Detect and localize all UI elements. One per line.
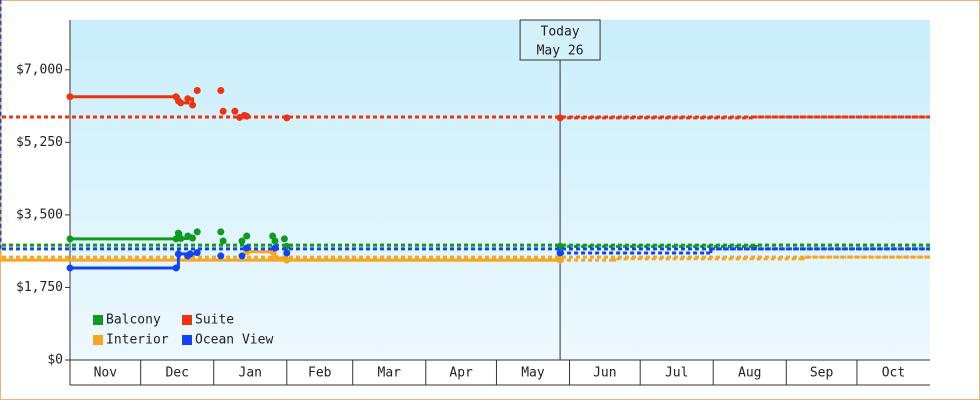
y-tick-label: $7,000 [16, 62, 63, 77]
today-box [519, 19, 601, 61]
data-point [219, 107, 227, 115]
x-tick-label: Sep [810, 366, 834, 381]
today-label: May 26 [537, 44, 584, 59]
x-tick-label: Jul [665, 366, 688, 381]
data-point [238, 237, 246, 245]
data-point [172, 264, 180, 272]
x-tick-label: Feb [308, 366, 332, 381]
data-point [193, 249, 201, 257]
data-point [238, 252, 246, 260]
x-tick-label: Nov [94, 366, 118, 381]
x-tick-label: Dec [165, 366, 188, 381]
legend-label: Balcony [106, 313, 161, 328]
data-point [66, 93, 74, 101]
data-point [556, 256, 564, 264]
data-point [556, 114, 564, 122]
legend-label: Ocean View [195, 333, 273, 348]
today-label: Today [541, 25, 580, 40]
x-tick-label: Jan [239, 366, 262, 381]
data-point [217, 228, 225, 236]
data-point [217, 252, 225, 260]
data-point [556, 249, 564, 257]
x-tick-label: Oct [882, 366, 905, 381]
legend-label: Suite [195, 313, 234, 328]
x-tick-label: Jun [593, 366, 616, 381]
data-point [177, 99, 185, 107]
legend-swatch [182, 315, 192, 325]
data-point [174, 250, 182, 258]
data-point [66, 264, 74, 272]
data-point [283, 114, 291, 122]
x-tick-label: May [521, 366, 545, 381]
legend-swatch [93, 315, 103, 325]
y-tick-label: $3,500 [16, 207, 63, 222]
data-point [271, 237, 279, 245]
data-point [271, 254, 279, 262]
legend-swatch [182, 335, 192, 345]
legend-label: Interior [106, 333, 169, 348]
data-point [193, 228, 201, 236]
data-point [177, 235, 185, 243]
x-tick-label: Aug [738, 366, 761, 381]
data-point [219, 237, 227, 245]
plot-area [70, 20, 930, 360]
y-tick-label: $1,750 [16, 280, 63, 295]
y-tick-label: $0 [47, 353, 63, 368]
data-point [271, 244, 279, 252]
data-point [66, 235, 74, 243]
x-tick-label: Apr [449, 366, 473, 381]
data-point [243, 232, 251, 240]
y-tick-label: $5,250 [16, 135, 63, 150]
legend-swatch [93, 335, 103, 345]
data-point [189, 234, 197, 242]
data-point [186, 250, 194, 258]
data-point [243, 112, 251, 120]
data-point [280, 235, 288, 243]
data-point [283, 256, 291, 264]
data-point [193, 86, 201, 94]
x-tick-label: Mar [378, 366, 402, 381]
data-point [174, 229, 182, 237]
data-point [184, 95, 192, 103]
data-point [231, 107, 239, 115]
data-point [189, 101, 197, 109]
x-axis-band [70, 360, 930, 385]
data-point [243, 244, 251, 252]
data-point [217, 86, 225, 94]
data-point [283, 249, 291, 257]
